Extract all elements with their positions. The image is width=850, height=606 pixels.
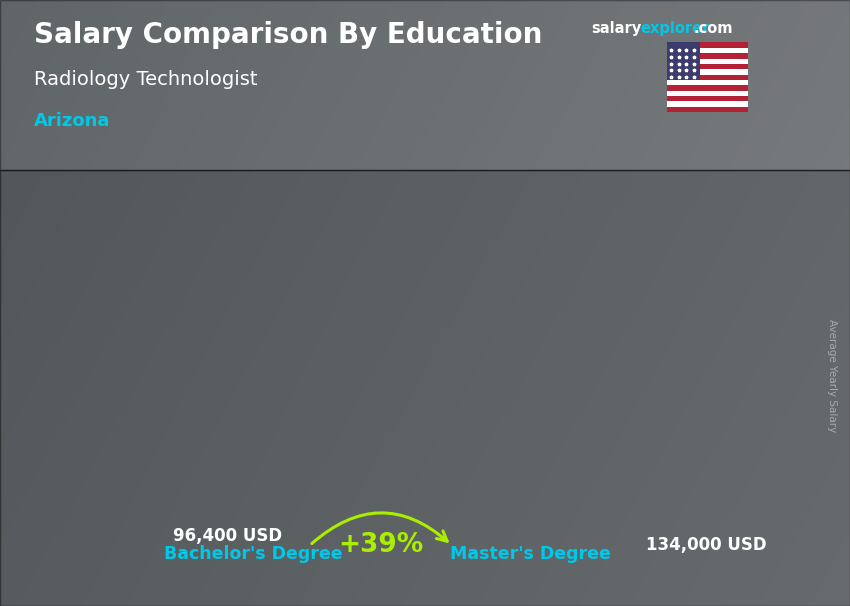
Polygon shape [667, 91, 748, 96]
Polygon shape [667, 53, 748, 59]
Polygon shape [667, 59, 748, 64]
Text: explorer: explorer [640, 21, 710, 36]
Polygon shape [667, 69, 748, 75]
Text: Radiology Technologist: Radiology Technologist [34, 70, 258, 88]
Text: Bachelor's Degree: Bachelor's Degree [164, 545, 343, 564]
Text: 96,400 USD: 96,400 USD [173, 527, 282, 545]
Text: .com: .com [694, 21, 733, 36]
Polygon shape [667, 64, 748, 69]
Text: 134,000 USD: 134,000 USD [646, 536, 767, 554]
Polygon shape [667, 85, 748, 91]
Text: Master's Degree: Master's Degree [450, 545, 611, 564]
Text: Salary Comparison By Education: Salary Comparison By Education [34, 21, 542, 49]
Polygon shape [667, 107, 748, 112]
Polygon shape [667, 48, 748, 53]
Text: Arizona: Arizona [34, 112, 110, 130]
Text: Average Yearly Salary: Average Yearly Salary [827, 319, 837, 432]
FancyBboxPatch shape [0, 0, 850, 170]
Polygon shape [667, 75, 748, 80]
Text: salary: salary [591, 21, 641, 36]
Polygon shape [667, 101, 748, 107]
Text: +39%: +39% [338, 533, 423, 558]
Polygon shape [667, 42, 748, 48]
Polygon shape [667, 80, 748, 85]
Polygon shape [667, 96, 748, 101]
FancyBboxPatch shape [0, 170, 850, 606]
Polygon shape [667, 42, 700, 80]
